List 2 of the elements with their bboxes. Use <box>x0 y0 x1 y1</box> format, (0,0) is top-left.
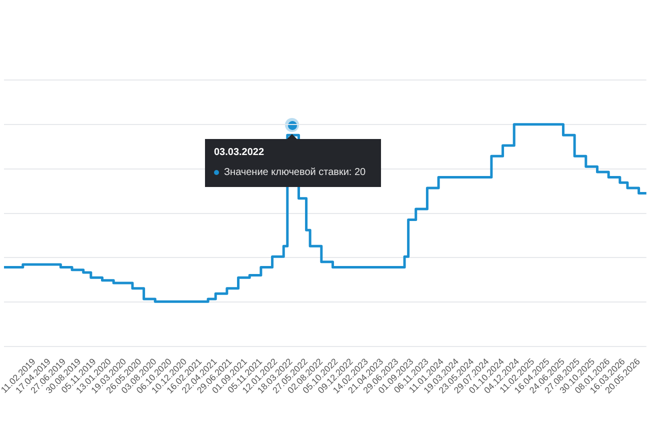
annotation: 03.03.2022 <box>214 147 266 158</box>
annotation: Значение ключевой ставки: 20 <box>224 167 366 178</box>
